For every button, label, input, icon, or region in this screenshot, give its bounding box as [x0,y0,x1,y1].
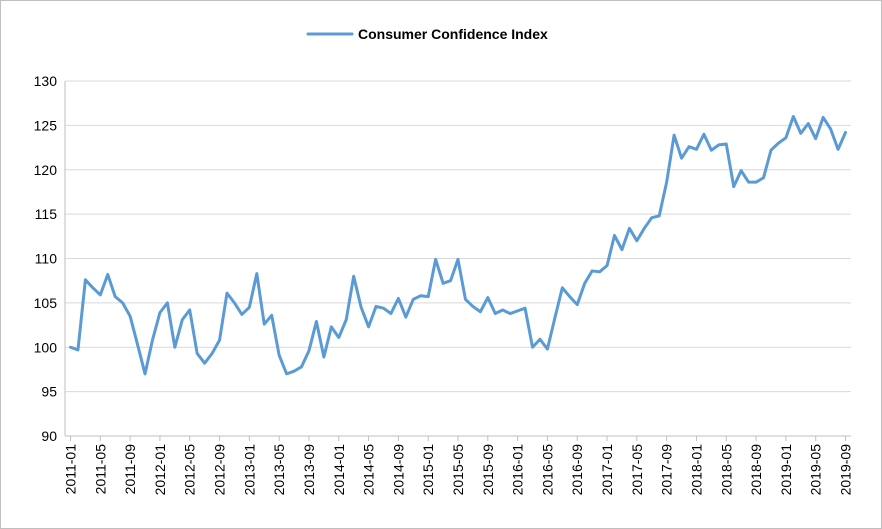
y-tick-label: 110 [35,251,58,267]
x-tick-label: 2019-05 [808,444,824,496]
y-tick-label: 130 [34,73,58,89]
x-tick-label: 2012-09 [212,444,228,496]
x-tick-label: 2011-05 [92,444,108,495]
x-tick-label: 2012-01 [152,444,168,496]
series-line-consumer-confidence-index [69,115,847,376]
x-tick-label: 2016-05 [539,444,555,496]
gridlines [65,80,851,393]
legend: Consumer Confidence Index [306,26,548,42]
x-tick-label: 2014-01 [331,444,347,496]
x-tick-label: 2012-05 [182,444,198,496]
legend-label: Consumer Confidence Index [358,26,548,42]
x-tick-label: 2019-09 [838,444,854,496]
y-tick-label: 95 [41,384,57,400]
x-tick-label: 2017-05 [629,444,645,496]
y-tick-label: 90 [41,428,57,444]
x-tick-label: 2013-09 [301,444,317,496]
x-tick-label: 2019-01 [778,444,794,496]
x-tick-label: 2011-01 [63,444,79,495]
x-tick-label: 2014-05 [361,444,377,496]
y-tick-label: 125 [34,117,58,133]
x-tick-label: 2015-05 [450,444,466,496]
y-tick-label: 120 [34,162,58,178]
x-tick-label: 2018-05 [718,444,734,496]
x-axis-tick-labels: 2011-01 2011-05 2011-09 2012-01 2012-05 2012-… [63,444,854,496]
axes [64,81,851,441]
x-tick-label: 2015-01 [420,444,436,496]
x-tick-label: 2017-09 [659,444,675,496]
x-tick-label: 2017-01 [599,444,615,496]
x-tick-label: 2011-09 [122,444,138,495]
x-tick-label: 2013-05 [271,444,287,496]
x-tick-label: 2015-09 [480,444,496,496]
y-tick-label: 100 [34,339,58,355]
y-axis-tick-labels: 90 95 100 105 110 115 120 125 130 [34,73,58,444]
x-tick-label: 2014-09 [390,444,406,496]
x-tick-label: 2016-01 [510,444,526,496]
y-tick-label: 105 [34,295,58,311]
x-tick-label: 2018-09 [748,444,764,496]
x-tick-label: 2016-09 [569,444,585,496]
y-tick-label: 115 [35,206,58,222]
x-tick-label: 2018-01 [688,444,704,496]
series-group [69,115,847,376]
x-tick-label: 2013-01 [241,444,257,496]
